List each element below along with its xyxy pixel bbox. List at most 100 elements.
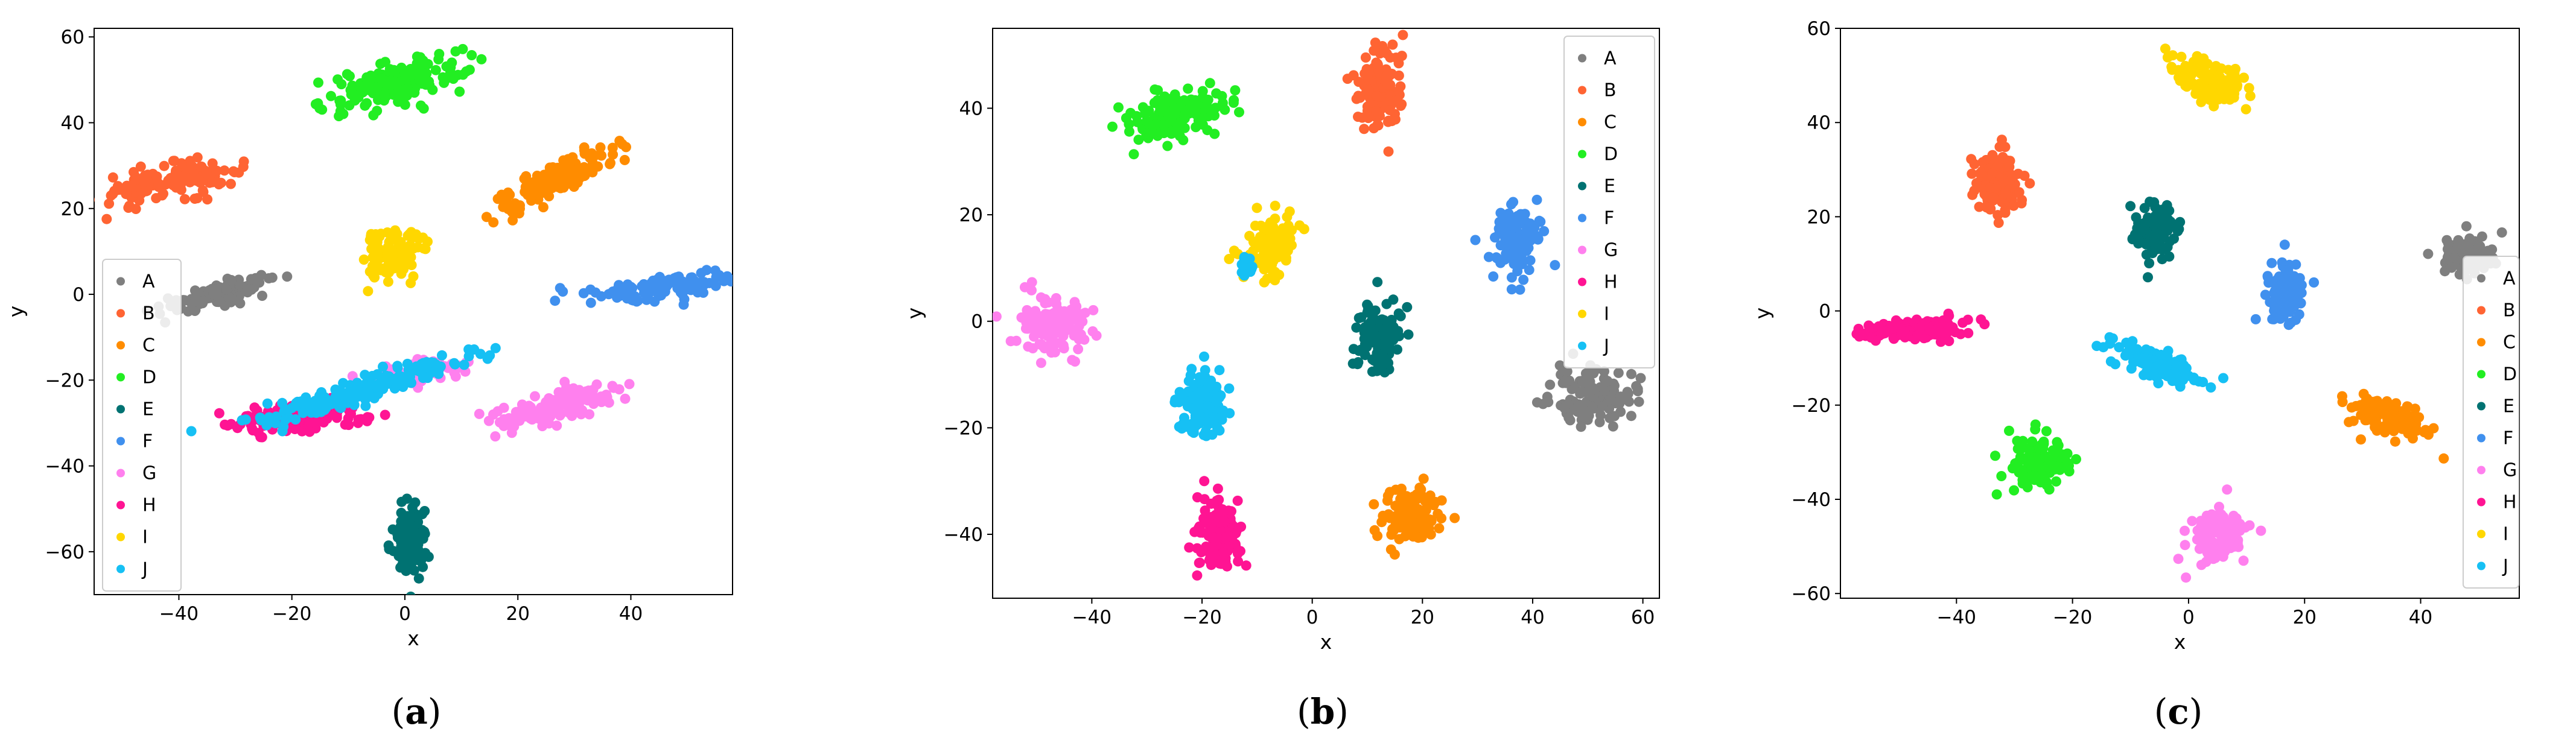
legend-box [102, 259, 182, 592]
point-C [605, 157, 615, 168]
point-B [1987, 168, 1998, 179]
point-D [1183, 83, 1194, 94]
point-E [2169, 233, 2179, 244]
point-G [2215, 543, 2225, 554]
point-I [1299, 224, 1309, 235]
point-E [2151, 241, 2161, 251]
point-E [2139, 203, 2150, 213]
point-B [1988, 192, 1999, 203]
point-E [1362, 307, 1373, 318]
point-D [399, 68, 410, 78]
point-D [2012, 435, 2023, 446]
legend-marker-B [2477, 306, 2485, 315]
point-G [450, 371, 461, 382]
point-H [1863, 320, 1874, 331]
point-C [1405, 493, 1416, 504]
point-J [2141, 344, 2152, 355]
point-J [1199, 351, 1209, 362]
point-J [475, 349, 486, 359]
point-C [1414, 490, 1425, 501]
point-B [211, 165, 222, 176]
x-tick-label: 40 [2409, 607, 2432, 628]
legend-label-F: F [142, 431, 153, 452]
point-C [1449, 513, 1460, 523]
point-E [1379, 359, 1390, 370]
point-B [1969, 185, 1980, 196]
point-E [416, 532, 427, 543]
point-H [1976, 314, 1986, 325]
point-F [1539, 226, 1550, 236]
point-F [1490, 232, 1500, 243]
point-A [2457, 241, 2467, 251]
point-G [1021, 317, 1032, 328]
point-J [1187, 426, 1198, 437]
point-H [1955, 329, 1966, 340]
y-tick-label: −60 [1792, 583, 1831, 605]
point-F [1507, 248, 1518, 259]
legend-label-E: E [1604, 176, 1615, 197]
point-D [326, 90, 336, 101]
legend-label-G: G [142, 463, 156, 484]
point-D [454, 86, 465, 97]
point-A [1564, 375, 1575, 386]
legend-marker-H [1578, 277, 1586, 286]
point-J [2171, 366, 2181, 377]
point-A [2476, 231, 2487, 242]
point-D [375, 73, 386, 84]
point-B [163, 178, 174, 189]
point-H [1894, 323, 1904, 333]
point-G [603, 397, 614, 408]
point-I [2176, 51, 2187, 62]
point-I [1265, 217, 1276, 228]
point-F [1512, 210, 1523, 221]
point-D [430, 65, 441, 75]
point-J [374, 383, 385, 394]
point-G [592, 393, 603, 403]
series-E [2125, 197, 2186, 283]
point-E [1392, 344, 1402, 355]
point-F [2279, 239, 2290, 250]
point-B [129, 182, 139, 192]
point-B [107, 172, 118, 183]
point-C [1407, 502, 1418, 513]
point-I [1258, 259, 1268, 270]
point-I [358, 254, 369, 265]
point-F [725, 276, 733, 287]
point-H [364, 412, 375, 423]
point-H [1199, 494, 1210, 505]
point-J [2130, 344, 2141, 355]
point-F [2271, 285, 2282, 296]
point-J [392, 361, 403, 371]
y-tick-label: −20 [944, 417, 983, 439]
point-D [1230, 85, 1241, 96]
point-F [1524, 265, 1534, 276]
point-D [1204, 78, 1215, 89]
x-tick-label: −40 [1937, 607, 1976, 628]
series-J [2091, 332, 2228, 393]
y-tick-label: 40 [959, 98, 983, 119]
point-J [2091, 341, 2102, 352]
point-C [546, 175, 557, 186]
point-H [1232, 495, 1243, 506]
point-D [440, 74, 451, 84]
point-J [310, 403, 320, 414]
point-B [2004, 162, 2015, 172]
point-E [1372, 277, 1383, 288]
legend-marker-J [1578, 341, 1586, 350]
point-F [1531, 194, 1542, 205]
point-A [2461, 221, 2472, 232]
point-D [356, 86, 367, 97]
point-H [1944, 311, 1954, 321]
point-J [297, 408, 308, 419]
point-F [2250, 314, 2261, 324]
point-G [993, 311, 1002, 322]
point-G [559, 392, 570, 403]
point-B [139, 177, 150, 188]
legend-label-J: J [1603, 336, 1609, 357]
legend-label-J: J [2502, 556, 2508, 577]
point-G [2187, 516, 2198, 526]
point-J [366, 391, 377, 402]
point-E [1378, 329, 1388, 340]
